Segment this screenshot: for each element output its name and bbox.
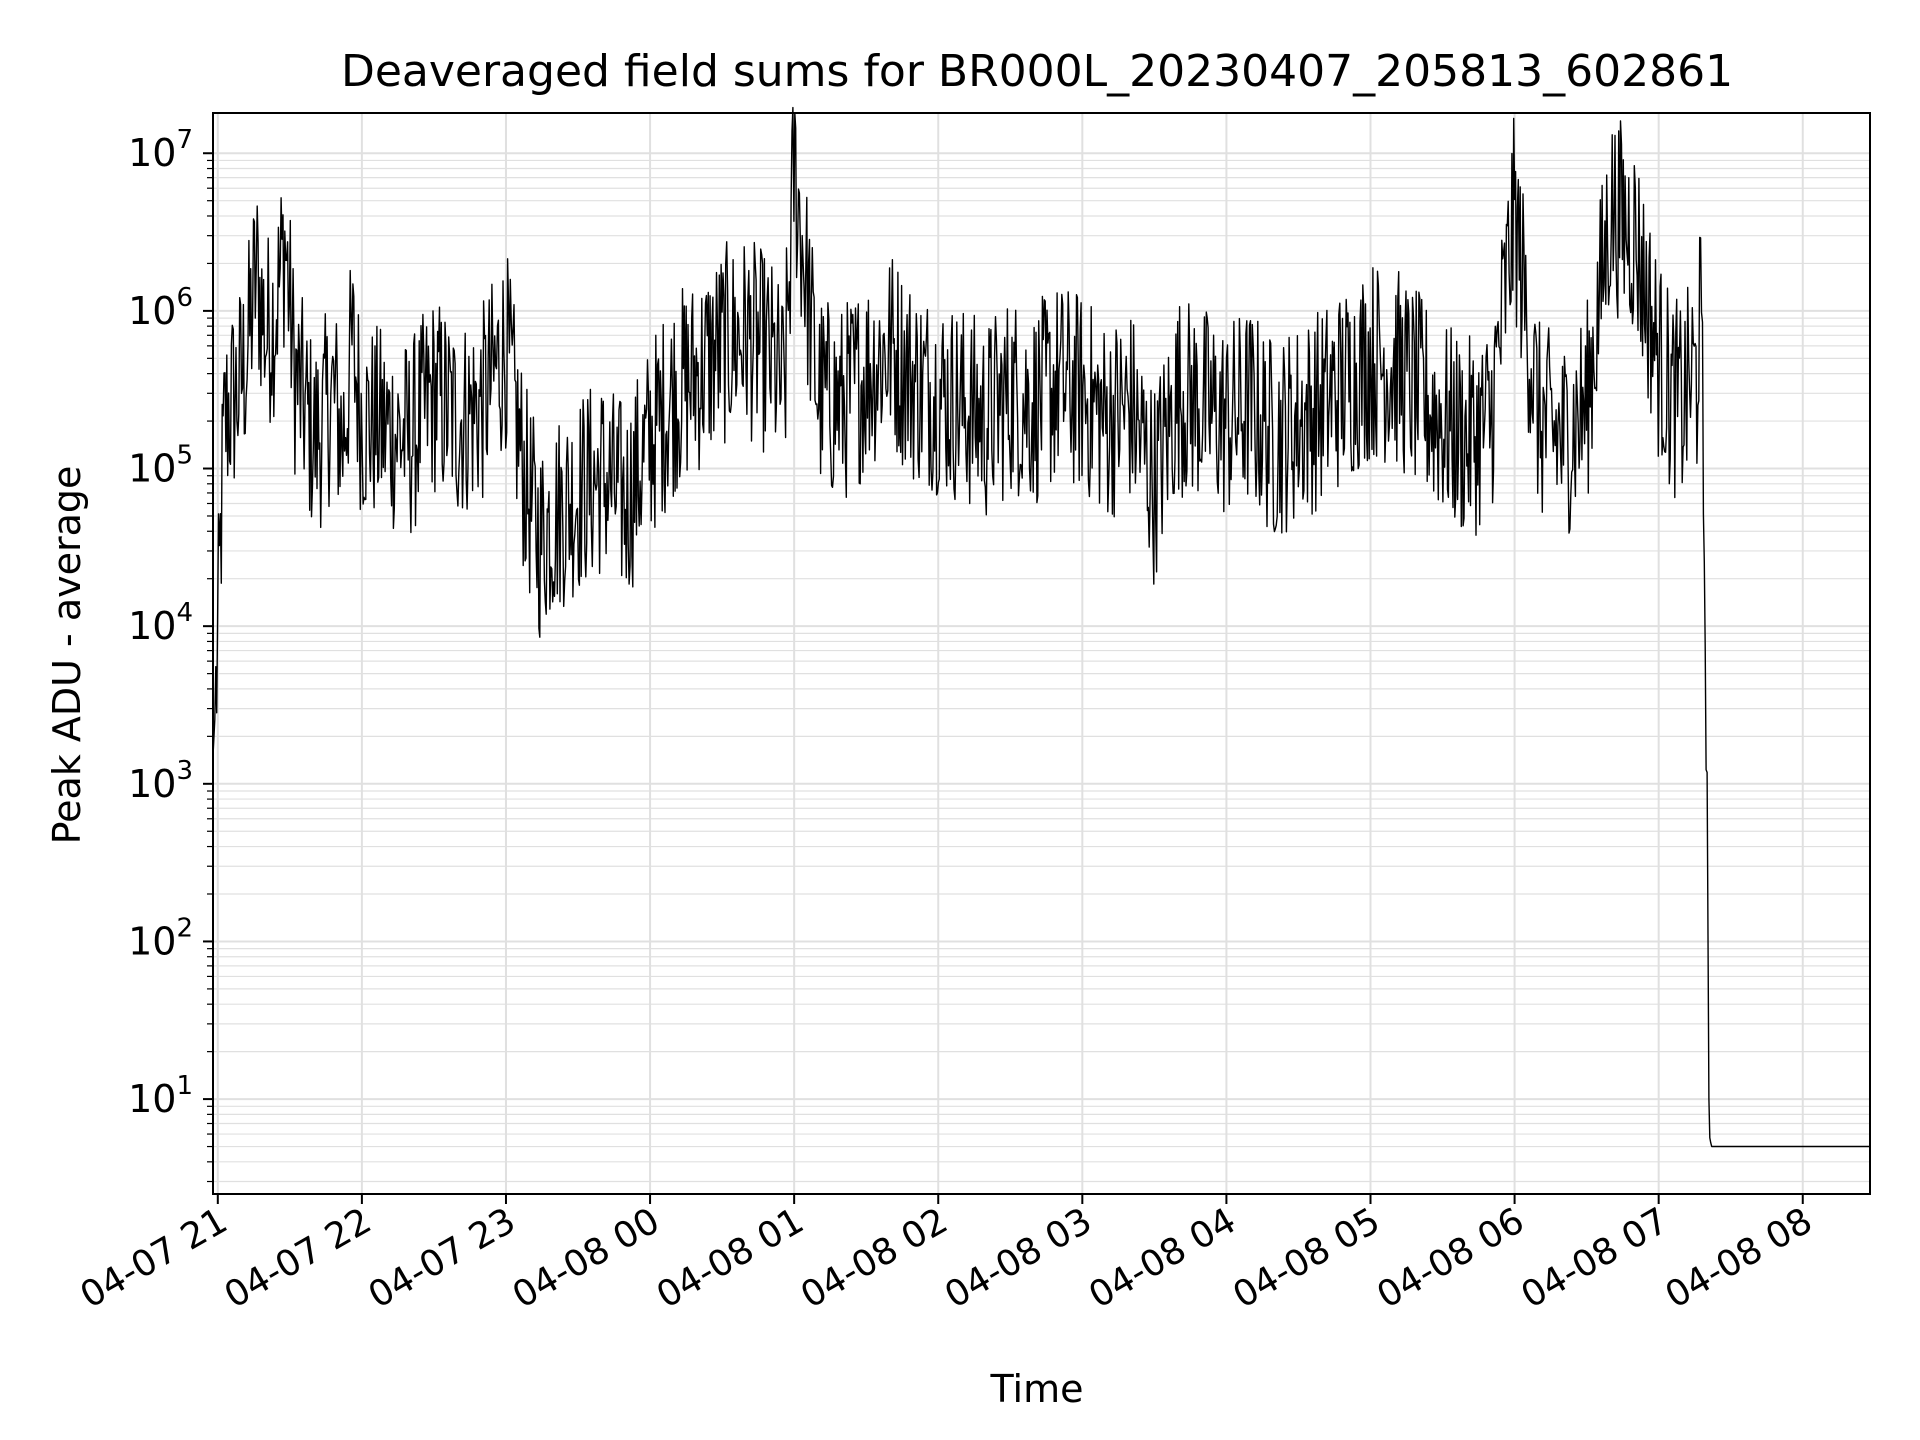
x-axis-label: Time [990, 1367, 1084, 1411]
y-axis-label: Peak ADU - average [45, 466, 89, 845]
y-axis: 101 102 103 104 105 106 107 [128, 125, 213, 1121]
y-tick-label: 103 [128, 756, 193, 806]
y-tick-label: 101 [128, 1071, 193, 1121]
y-tick-label: 102 [128, 913, 193, 963]
series-line [212, 106, 1870, 1148]
y-tick-label: 105 [128, 441, 193, 491]
plot-frame [212, 112, 1871, 1195]
series-layer [212, 106, 1870, 1148]
major-gridlines [213, 113, 1870, 1194]
y-tick-label: 107 [128, 125, 193, 175]
y-tick-label: 106 [128, 283, 193, 333]
chart-title: Deaveraged field sums for BR000L_2023040… [341, 46, 1733, 97]
y-tick-label: 104 [128, 598, 193, 648]
